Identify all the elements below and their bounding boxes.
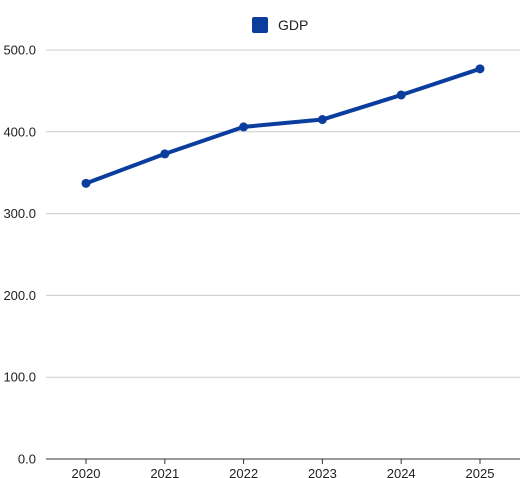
x-tick-label: 2020: [72, 466, 101, 478]
legend-swatch-gdp: [252, 17, 268, 33]
y-tick-label: 400.0: [3, 124, 36, 139]
series-line-gdp: [84, 66, 482, 186]
x-tick-label: 2021: [150, 466, 179, 478]
data-point-gdp-2023[interactable]: [317, 115, 327, 125]
y-tick-label: 100.0: [3, 370, 36, 385]
y-tick-label: 0.0: [18, 452, 36, 467]
series-gdp: [81, 64, 485, 188]
gridlines: [46, 49, 520, 378]
legend: GDP: [252, 17, 308, 33]
x-tick-label: 2022: [229, 466, 258, 478]
x-tick-label: 2025: [466, 466, 495, 478]
data-point-gdp-2020[interactable]: [81, 178, 91, 188]
x-tick-label: 2024: [387, 466, 416, 478]
y-axis-tick-labels: 0.0 100.0 200.0 300.0 400.0 500.0: [3, 43, 36, 467]
data-point-gdp-2024[interactable]: [396, 90, 406, 100]
y-tick-label: 200.0: [3, 288, 36, 303]
x-tick-label: 2023: [308, 466, 337, 478]
x-axis-tick-labels: 2020 2021 2022 2023 2024 2025: [72, 459, 495, 478]
data-point-gdp-2021[interactable]: [160, 149, 170, 159]
legend-label-gdp: GDP: [278, 17, 308, 33]
data-point-gdp-2022[interactable]: [239, 122, 249, 132]
y-tick-label: 300.0: [3, 206, 36, 221]
data-point-gdp-2025[interactable]: [475, 64, 485, 74]
y-tick-label: 500.0: [3, 43, 36, 58]
